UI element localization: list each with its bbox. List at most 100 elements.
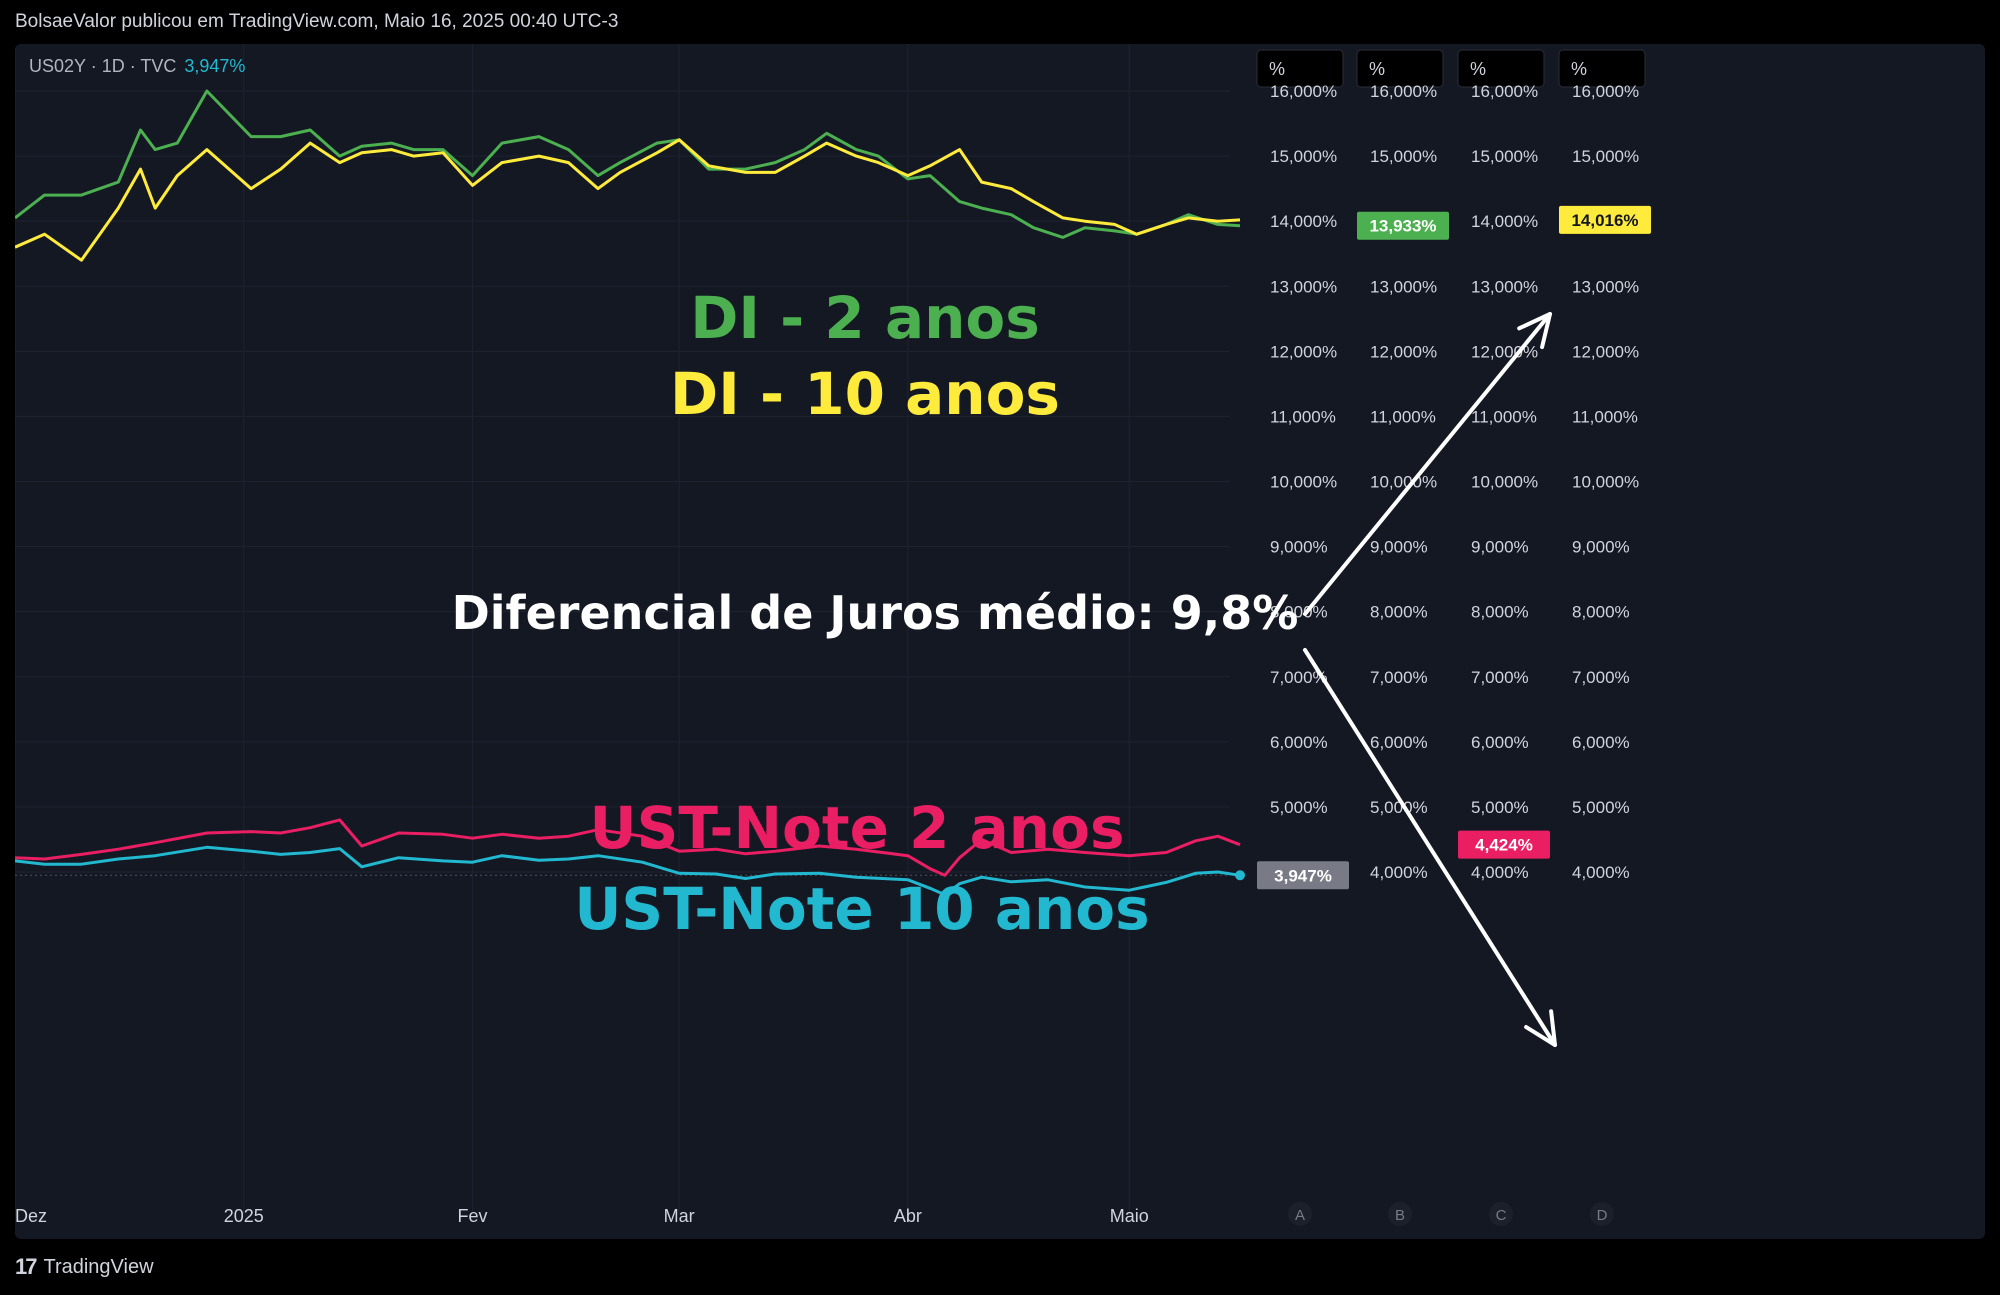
y-tick-label: 12,000% — [1370, 342, 1437, 361]
y-tick-label: 7,000% — [1471, 668, 1529, 687]
y-tick-label: 4,000% — [1572, 863, 1630, 882]
tradingview-logo-icon: 17 — [15, 1254, 38, 1279]
y-tick-label: 6,000% — [1370, 733, 1428, 752]
scale-id-label: A — [1295, 1207, 1305, 1224]
last-value-label: 14,016% — [1571, 211, 1638, 230]
chart-panel[interactable]: % 16,000% 15,000% 14,000% 13,000% 12,000% 11,0… — [15, 44, 1985, 1239]
y-tick-label: 15,000% — [1572, 147, 1639, 166]
y-tick-label: 8,000% — [1270, 603, 1328, 622]
arrow-down-head — [1524, 1009, 1557, 1047]
annotation-spread: Diferencial de Juros médio: 9,8% — [452, 586, 1299, 640]
y-tick-label: 15,000% — [1370, 147, 1437, 166]
arrow-up-head — [1517, 312, 1552, 350]
x-tick-label: 2025 — [224, 1206, 264, 1226]
y-tick-label: 14,000% — [1471, 212, 1538, 231]
x-tick-label: Fev — [458, 1206, 488, 1226]
y-tick-label: 11,000% — [1270, 407, 1336, 426]
scale-id-badge — [1590, 1202, 1614, 1226]
line-chart[interactable]: % 16,000% 15,000% 14,000% 13,000% 12,000% 11,0… — [15, 44, 1985, 1239]
y-tick-label: 5,000% — [1572, 798, 1630, 817]
last-value-badge — [1357, 211, 1449, 240]
y-tick-label: 13,000% — [1572, 277, 1639, 296]
x-tick-label: Abr — [894, 1206, 922, 1226]
annotation-ust10: UST-Note 10 anos — [574, 875, 1149, 943]
series-end-dot — [1235, 870, 1245, 881]
annotation-ust2: UST-Note 2 anos — [590, 794, 1125, 862]
y-tick-label: 5,000% — [1370, 798, 1428, 817]
scale-header-box — [1356, 49, 1444, 88]
arrow-down-shaft — [1303, 648, 1557, 1047]
symbol-legend[interactable]: US02Y · 1D · TVC 3,947% — [29, 56, 245, 77]
y-tick-label: 4,000% — [1370, 863, 1428, 882]
y-tick-label: 12,000% — [1572, 342, 1639, 361]
y-tick-label: 8,000% — [1370, 603, 1428, 622]
y-tick-label: 12,000% — [1270, 342, 1337, 361]
y-tick-label: 15,000% — [1471, 147, 1538, 166]
y-tick-label: 7,000% — [1370, 668, 1428, 687]
y-tick-label: 10,000% — [1370, 473, 1437, 492]
scale-id-label: D — [1597, 1207, 1608, 1224]
y-tick-label: 7,000% — [1572, 668, 1630, 687]
y-tick-label: 10,000% — [1572, 473, 1639, 492]
y-tick-label: 11,000% — [1572, 407, 1638, 426]
last-value-label: 4,424% — [1475, 836, 1533, 855]
y-tick-label: 6,000% — [1471, 733, 1529, 752]
y-tick-label: 9,000% — [1471, 538, 1529, 557]
y-tick-label: 6,000% — [1572, 733, 1630, 752]
footer-brand[interactable]: 17 TradingView — [15, 1250, 154, 1284]
y-tick-label: 16,000% — [1270, 82, 1337, 101]
last-value-badge — [1559, 205, 1651, 234]
scale-id-badge — [1489, 1202, 1513, 1226]
y-tick-label: 8,000% — [1471, 603, 1529, 622]
y-tick-label: 7,000% — [1270, 668, 1328, 687]
annotation-di2: DI - 2 anos — [690, 284, 1040, 352]
symbol-value: 3,947% — [184, 56, 246, 76]
last-value-badge — [1458, 830, 1550, 859]
last-value-label: 3,947% — [1274, 866, 1332, 885]
y-tick-label: 13,000% — [1471, 277, 1538, 296]
scale-id-badge — [1288, 1202, 1312, 1226]
y-tick-label: 13,000% — [1370, 277, 1437, 296]
scale-header-box — [1256, 49, 1344, 88]
y-tick-label: 9,000% — [1572, 538, 1630, 557]
y-tick-label: 5,000% — [1270, 798, 1328, 817]
symbol-line: US02Y · 1D · TVC — [29, 56, 177, 76]
y-tick-label: 10,000% — [1471, 473, 1538, 492]
arrow-up-shaft — [1303, 312, 1552, 616]
y-tick-label: 6,000% — [1270, 733, 1328, 752]
brand-label: TradingView — [43, 1255, 154, 1278]
scale-id-label: B — [1395, 1207, 1405, 1224]
series-line-2 — [15, 138, 1241, 262]
y-tick-label: 12,000% — [1471, 342, 1538, 361]
y-tick-label: 16,000% — [1370, 82, 1437, 101]
series-line-3 — [15, 818, 1241, 877]
y-tick-label: 16,000% — [1572, 82, 1639, 101]
scale-header-label: % — [1369, 59, 1385, 79]
y-tick-label: 11,000% — [1471, 407, 1537, 426]
publish-info: BolsaeValor publicou em TradingView.com,… — [15, 11, 619, 32]
x-tick-label: Maio — [1110, 1206, 1149, 1226]
y-tick-label: 10,000% — [1270, 473, 1337, 492]
y-tick-label: 13,000% — [1270, 277, 1337, 296]
y-tick-label: 4,000% — [1471, 863, 1529, 882]
last-value-badge — [1257, 861, 1349, 890]
y-tick-label: 15,000% — [1270, 147, 1337, 166]
x-tick-label: Dez — [15, 1206, 47, 1226]
series-line-1 — [15, 89, 1241, 239]
y-tick-label: 14,000% — [1270, 212, 1337, 231]
y-tick-label: 8,000% — [1572, 603, 1630, 622]
y-tick-label: 5,000% — [1471, 798, 1529, 817]
scale-header-box — [1457, 49, 1545, 88]
y-tick-label: 16,000% — [1471, 82, 1538, 101]
scale-id-label: C — [1496, 1207, 1507, 1224]
series-line-4 — [15, 845, 1241, 897]
scale-header-label: % — [1269, 59, 1285, 79]
annotation-di10: DI - 10 anos — [670, 360, 1060, 428]
last-value-label: 13,933% — [1369, 217, 1436, 236]
scale-header-label: % — [1571, 59, 1587, 79]
y-tick-label: 9,000% — [1370, 538, 1428, 557]
y-tick-label: 9,000% — [1270, 538, 1328, 557]
scale-id-badge — [1388, 1202, 1412, 1226]
scale-header-label: % — [1470, 59, 1486, 79]
x-tick-label: Mar — [664, 1206, 695, 1226]
